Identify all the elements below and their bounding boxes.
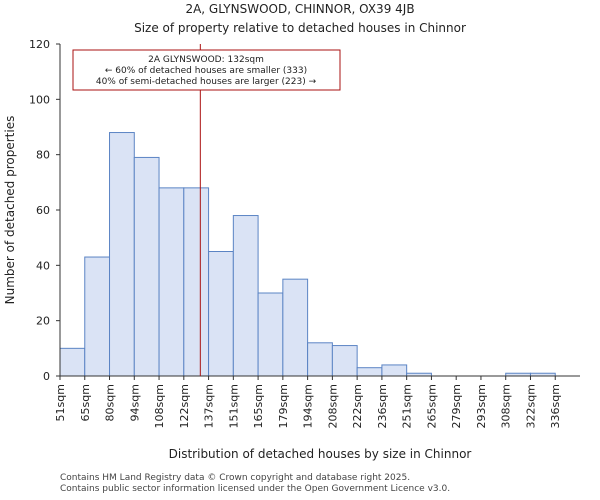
x-tick-label: 151sqm — [227, 384, 240, 428]
bar-236sqm — [381, 364, 408, 377]
bars-group — [59, 132, 556, 377]
x-tick-label: 222sqm — [351, 384, 364, 428]
y-tick-label: 40 — [36, 259, 50, 272]
bar-222sqm — [356, 367, 383, 377]
x-tick-label: 122sqm — [178, 384, 191, 428]
x-tick-label: 65sqm — [79, 384, 92, 421]
x-tick-label: 308sqm — [500, 384, 513, 428]
y-tick-label: 120 — [29, 38, 50, 51]
bar-151sqm — [232, 215, 259, 377]
footer-line-2: Contains public sector information licen… — [60, 484, 451, 494]
annotation-box — [72, 49, 341, 91]
bar-208sqm — [331, 345, 358, 377]
x-ticks-group: 51sqm 65sqm 80sqm 94sqm 108sqm 122sqm 137sqm 15… — [54, 376, 562, 428]
bar-65sqm — [84, 256, 111, 377]
x-tick-label: 165sqm — [252, 384, 265, 428]
x-tick-label: 80sqm — [104, 384, 117, 421]
x-tick-label: 137sqm — [203, 384, 216, 428]
x-tick-label: 279sqm — [450, 384, 463, 428]
bar-165sqm — [257, 292, 284, 377]
chart-subtitle: Size of property relative to detached ho… — [134, 21, 466, 35]
x-tick-label: 94sqm — [128, 384, 141, 421]
footer-line-1: Contains HM Land Registry data © Crown c… — [60, 473, 411, 483]
bar-122sqm — [183, 187, 210, 377]
y-tick-label: 80 — [36, 149, 50, 162]
annotation-line-3: 40% of semi-detached houses are larger (… — [96, 77, 317, 87]
bar-179sqm — [282, 278, 309, 377]
x-tick-label: 108sqm — [153, 384, 166, 428]
bar-108sqm — [158, 187, 185, 377]
bar-194sqm — [307, 342, 333, 377]
x-tick-label: 51sqm — [54, 384, 67, 421]
x-tick-label: 322sqm — [524, 384, 537, 428]
y-tick-label: 20 — [36, 315, 50, 328]
y-tick-label: 60 — [36, 204, 50, 217]
y-tick-label: 100 — [29, 93, 50, 106]
annotation-line-2: ← 60% of detached houses are smaller (33… — [105, 66, 307, 76]
bar-94sqm — [133, 156, 160, 377]
annotation-line-1: 2A GLYNSWOOD: 132sqm — [148, 55, 264, 65]
y-axis-label: Number of detached properties — [3, 116, 17, 305]
bar-137sqm — [208, 251, 234, 377]
bar-51sqm — [59, 347, 86, 377]
bar-80sqm — [109, 132, 135, 377]
marker-annotation: 2A GLYNSWOOD: 132sqm ← 60% of detached h… — [72, 49, 341, 91]
x-tick-label: 236sqm — [376, 384, 389, 428]
x-tick-label: 208sqm — [326, 384, 339, 428]
x-tick-label: 179sqm — [277, 384, 290, 428]
x-axis-label: Distribution of detached houses by size … — [169, 447, 472, 461]
x-tick-label: 336sqm — [549, 384, 562, 428]
chart-title: 2A, GLYNSWOOD, CHINNOR, OX39 4JB — [185, 2, 415, 16]
x-tick-label: 251sqm — [401, 384, 414, 428]
x-tick-label: 293sqm — [475, 384, 488, 428]
x-tick-label: 265sqm — [425, 384, 438, 428]
y-tick-label: 0 — [43, 370, 50, 383]
x-tick-label: 194sqm — [302, 384, 315, 428]
y-ticks-group: 0 20 40 60 80 100 120 — [29, 38, 60, 383]
